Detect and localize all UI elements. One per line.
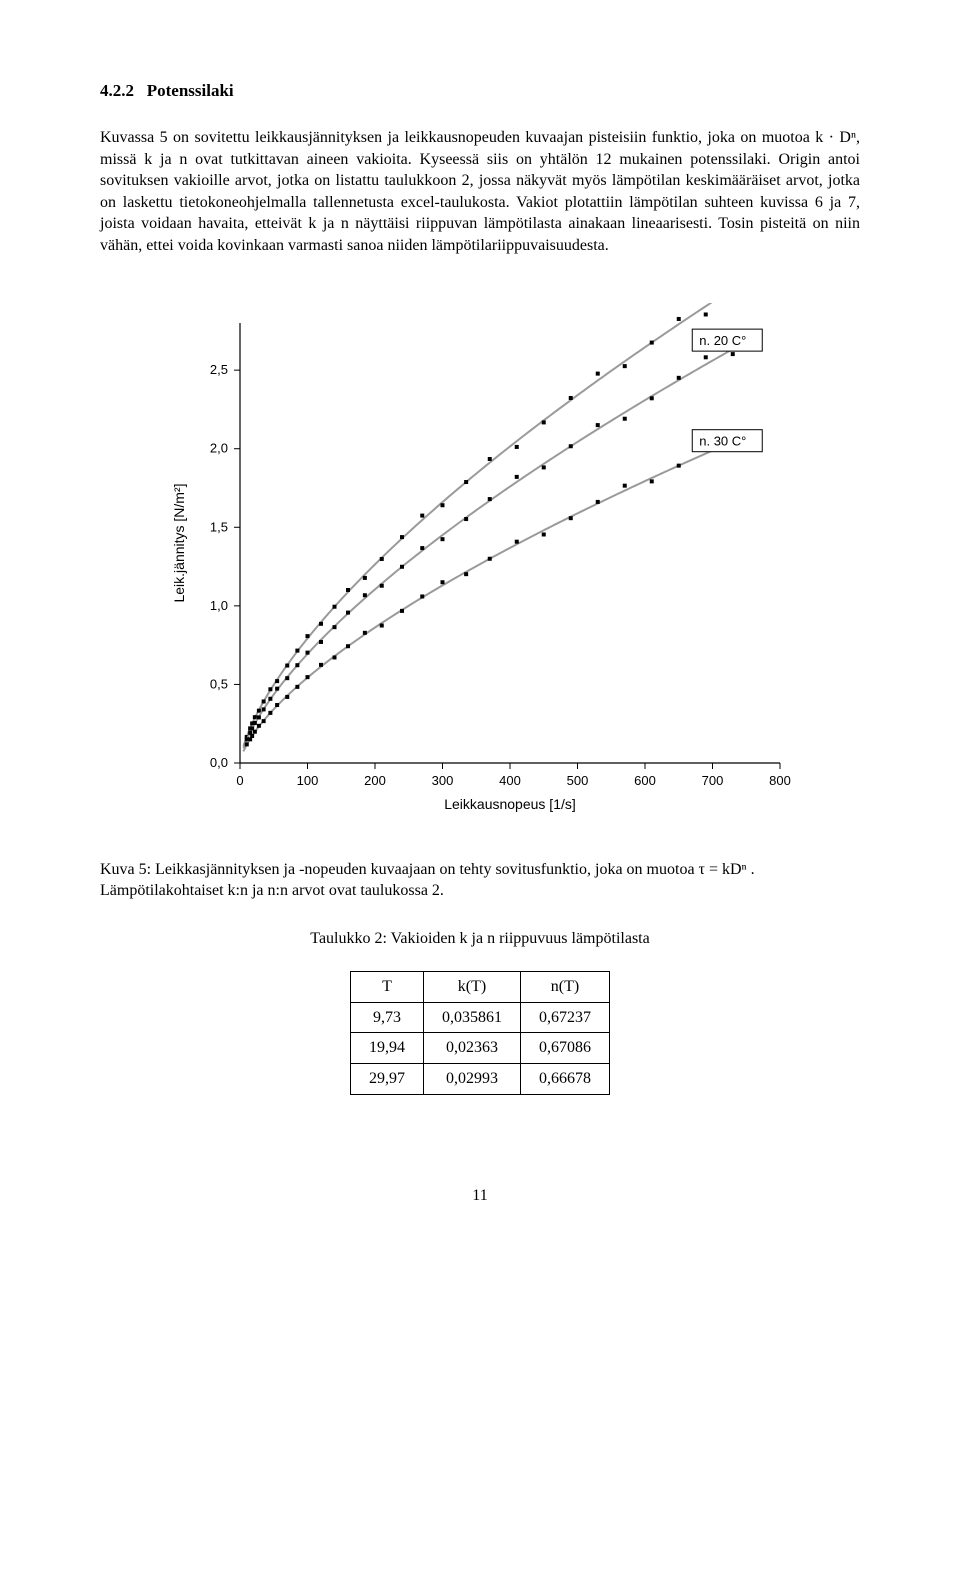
svg-text:500: 500 [567, 773, 589, 788]
table-row: 29,97 0,02993 0,66678 [351, 1064, 610, 1095]
svg-text:0,0: 0,0 [210, 755, 228, 770]
svg-text:n. 20 C°: n. 20 C° [699, 333, 746, 348]
svg-text:Leikkausnopeus [1/s]: Leikkausnopeus [1/s] [444, 796, 576, 812]
col-kT: k(T) [424, 972, 521, 1003]
body-paragraph: Kuvassa 5 on sovitettu leikkausjännityks… [100, 127, 860, 257]
svg-text:1,0: 1,0 [210, 597, 228, 612]
table-2: T k(T) n(T) 9,73 0,035861 0,67237 19,94 … [350, 971, 610, 1094]
table-caption: Taulukko 2: Vakioiden k ja n riippuvuus … [100, 928, 860, 950]
svg-text:600: 600 [634, 773, 656, 788]
table-row: 19,94 0,02363 0,67086 [351, 1033, 610, 1064]
svg-text:700: 700 [702, 773, 724, 788]
figure-5-chart: 0 100 200 300 400 500 600 700 800 0,0 0,5 1,0 1,5 2,0… [100, 303, 860, 823]
svg-text:1,5: 1,5 [210, 519, 228, 534]
svg-text:300: 300 [432, 773, 454, 788]
table-header-row: T k(T) n(T) [351, 972, 610, 1003]
svg-text:0,5: 0,5 [210, 676, 228, 691]
col-nT: n(T) [521, 972, 610, 1003]
section-title: Potenssilaki [147, 81, 234, 100]
figure-caption: Kuva 5: Leikkasjännityksen ja -nopeuden … [100, 859, 860, 902]
svg-text:0: 0 [236, 773, 243, 788]
col-T: T [351, 972, 424, 1003]
svg-text:2,5: 2,5 [210, 362, 228, 377]
svg-text:200: 200 [364, 773, 386, 788]
svg-text:2,0: 2,0 [210, 440, 228, 455]
svg-text:400: 400 [499, 773, 521, 788]
table-row: 9,73 0,035861 0,67237 [351, 1002, 610, 1033]
svg-text:Leik.jännitys [N/m²]: Leik.jännitys [N/m²] [171, 483, 187, 602]
svg-text:n. 30 C°: n. 30 C° [699, 433, 746, 448]
chart-svg: 0 100 200 300 400 500 600 700 800 0,0 0,5 1,0 1,5 2,0… [160, 303, 800, 823]
page-number: 11 [100, 1185, 860, 1207]
section-heading: 4.2.2 Potenssilaki [100, 80, 860, 103]
svg-text:800: 800 [769, 773, 791, 788]
svg-text:100: 100 [297, 773, 319, 788]
section-number: 4.2.2 [100, 81, 134, 100]
